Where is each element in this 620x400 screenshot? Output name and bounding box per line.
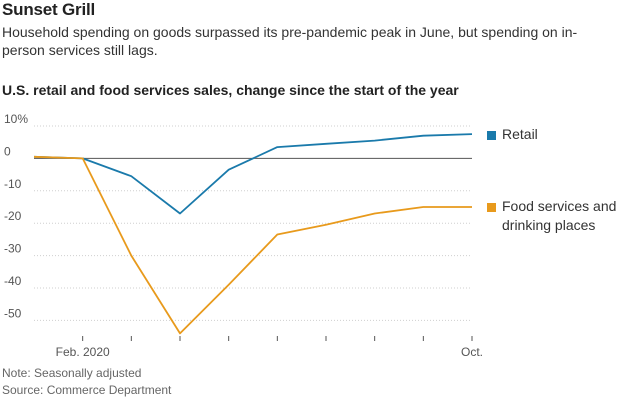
chart-subtitle: Household spending on goods surpassed it…	[2, 24, 578, 58]
y-tick-label: -10	[4, 177, 22, 191]
legend-swatch-retail	[487, 131, 496, 140]
y-tick-label: 0	[4, 144, 11, 158]
legend-label-food: Food services and drinking places	[502, 198, 617, 233]
legend-label-retail: Retail	[502, 126, 538, 142]
chart-source: Source: Commerce Department	[2, 383, 172, 397]
chart-title: U.S. retail and food services sales, cha…	[2, 82, 459, 98]
y-tick-label: -30	[4, 242, 22, 256]
x-tick-label: Feb. 2020	[56, 345, 110, 359]
series-line-food	[33, 155, 472, 335]
legend-swatch-food	[487, 203, 496, 212]
series-line-retail	[33, 133, 473, 215]
y-tick-label: -20	[4, 209, 22, 223]
y-tick-label: 10%	[4, 112, 28, 126]
chart-note: Note: Seasonally adjusted	[2, 366, 142, 380]
page-title: Sunset Grill	[2, 0, 96, 19]
y-tick-label: -50	[4, 306, 22, 320]
x-tick-label: Oct.	[461, 345, 483, 359]
y-tick-label: -40	[4, 274, 22, 288]
